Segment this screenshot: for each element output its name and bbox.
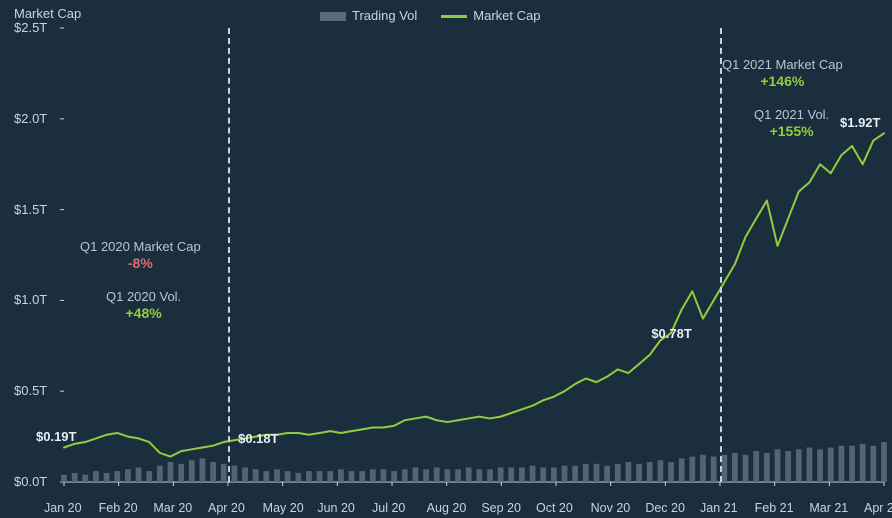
x-tick-label: Jan 21 (700, 501, 738, 515)
annotation-label: Q1 2021 Market Cap (722, 57, 843, 73)
annotation-pct: +146% (722, 73, 843, 91)
point-label: $0.78T (651, 326, 691, 341)
annotation-label: Q1 2021 Vol. (754, 107, 829, 123)
y-tick-label: $1.5T (14, 202, 47, 217)
q1-2021-vol: Q1 2021 Vol.+155% (754, 107, 829, 141)
y-tick-label: $2.0T (14, 111, 47, 126)
x-tick-label: Sep 20 (481, 501, 521, 515)
x-tick-label: Nov 20 (591, 501, 631, 515)
quarter-divider (720, 28, 722, 482)
annotation-pct: +48% (106, 305, 181, 323)
x-tick-label: Jan 20 (44, 501, 82, 515)
point-label: $1.92T (840, 115, 880, 130)
x-tick-label: Feb 21 (755, 501, 794, 515)
x-tick-label: Oct 20 (536, 501, 573, 515)
x-tick-label: Mar 20 (153, 501, 192, 515)
quarter-divider (228, 28, 230, 482)
point-label: $0.19T (36, 429, 76, 444)
x-tick-label: Jun 20 (317, 501, 355, 515)
x-tick-label: Mar 21 (809, 501, 848, 515)
y-tick-label: $1.0T (14, 292, 47, 307)
y-tick-label: $0.5T (14, 383, 47, 398)
x-tick-label: Feb 20 (99, 501, 138, 515)
y-tick-label: $2.5T (14, 20, 47, 35)
x-tick-label: Aug 20 (427, 501, 467, 515)
x-tick-label: Apr 21 (864, 501, 892, 515)
q1-2020-cap: Q1 2020 Market Cap-8% (80, 239, 201, 273)
q1-2020-vol: Q1 2020 Vol.+48% (106, 289, 181, 323)
x-tick-label: Jul 20 (372, 501, 405, 515)
x-tick-label: Dec 20 (645, 501, 685, 515)
point-label: $0.18T (238, 431, 278, 446)
x-tick-label: May 20 (263, 501, 304, 515)
annotation-label: Q1 2020 Vol. (106, 289, 181, 305)
y-tick-label: $0.0T (14, 474, 47, 489)
annotation-label: Q1 2020 Market Cap (80, 239, 201, 255)
q1-2021-cap: Q1 2021 Market Cap+146% (722, 57, 843, 91)
x-tick-label: Apr 20 (208, 501, 245, 515)
annotation-pct: -8% (80, 255, 201, 273)
annotation-pct: +155% (754, 123, 829, 141)
